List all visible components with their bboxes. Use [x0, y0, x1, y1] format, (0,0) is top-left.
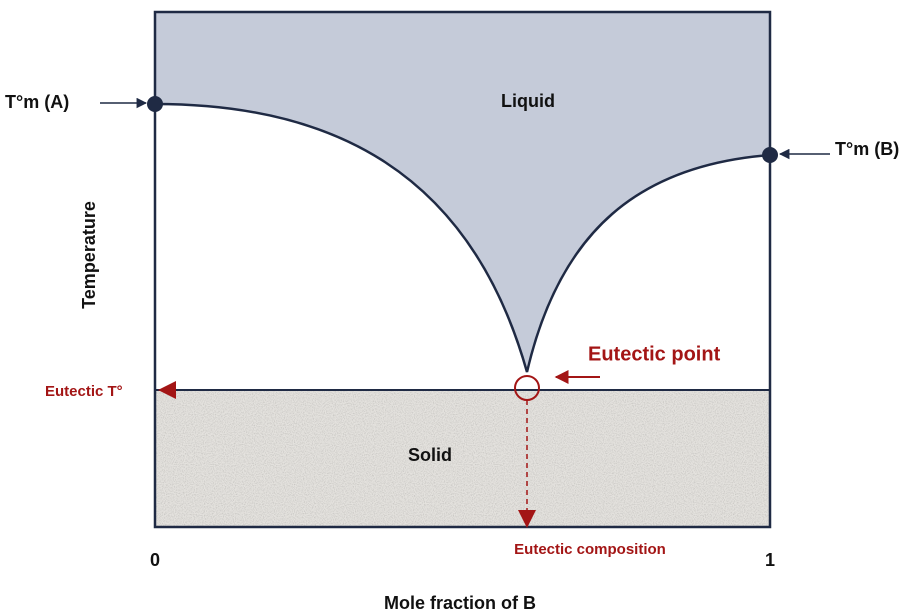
- melting-point-b: [762, 147, 778, 163]
- liquid-region: [155, 12, 770, 372]
- label: T°m (B): [835, 139, 899, 159]
- solid-region: [155, 390, 770, 527]
- label: T°m (A): [5, 92, 69, 112]
- label: Eutectic T°: [45, 383, 123, 400]
- liquidus-curve: [154, 102, 771, 373]
- label: Eutectic composition: [514, 541, 666, 558]
- axis-label: Mole fraction of B: [384, 593, 536, 613]
- tick-label: 0: [150, 550, 160, 570]
- melting-point-a: [147, 96, 163, 112]
- arrow-head: [518, 510, 536, 528]
- tick-label: 1: [765, 550, 775, 570]
- frame: [153, 10, 772, 529]
- region-label: Liquid: [501, 91, 555, 111]
- region-label: Solid: [408, 445, 452, 465]
- arrow-head: [158, 381, 176, 399]
- label: Eutectic point: [588, 343, 721, 365]
- axis-label: Temperature: [79, 201, 99, 309]
